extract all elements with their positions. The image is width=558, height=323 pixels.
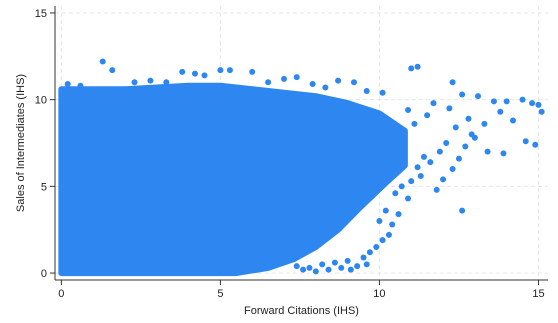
- scatter-point-68: [497, 108, 504, 115]
- scatter-point-50: [325, 266, 332, 273]
- scatter-point-67: [484, 148, 491, 155]
- data-points: [58, 58, 545, 277]
- scatter-point-33: [420, 153, 427, 160]
- scatter-point-17: [490, 98, 497, 105]
- scatter-point-58: [392, 190, 399, 197]
- dense-point-cloud: [58, 82, 408, 277]
- scatter-point-73: [424, 112, 431, 119]
- scatter-point-85: [379, 89, 386, 96]
- y-axis-title: Sales of Intermediates (IHS): [15, 74, 27, 212]
- y-tick-label-3: 15: [35, 8, 47, 20]
- scatter-point-46: [347, 266, 354, 273]
- scatter-point-25: [481, 120, 488, 127]
- scatter-point-1: [109, 67, 116, 74]
- scatter-point-22: [538, 108, 545, 115]
- scatter-point-13: [414, 63, 421, 70]
- scatter-point-35: [408, 178, 415, 185]
- scatter-point-63: [443, 140, 450, 146]
- scatter-point-55: [293, 263, 300, 270]
- scatter-point-77: [77, 82, 84, 89]
- scatter-point-59: [398, 183, 405, 190]
- scatter-point-4: [201, 72, 208, 79]
- x-tick-label-2: 10: [373, 288, 385, 300]
- scatter-point-66: [471, 134, 478, 141]
- scatter-point-18: [503, 98, 510, 105]
- scatter-point-81: [265, 79, 272, 86]
- scatter-point-28: [455, 155, 462, 162]
- scatter-point-10: [335, 77, 342, 84]
- scatter-point-8: [281, 75, 288, 82]
- x-axis-title: Forward Citations (IHS): [244, 305, 359, 317]
- y-tick-label-0: 0: [41, 268, 47, 280]
- scatter-point-23: [532, 141, 539, 148]
- scatter-point-38: [389, 221, 396, 228]
- scatter-point-69: [510, 117, 517, 124]
- x-tick-label-3: 15: [532, 288, 544, 300]
- scatter-point-44: [363, 261, 370, 268]
- scatter-point-19: [519, 96, 526, 103]
- scatter-point-53: [306, 264, 313, 271]
- y-tick-label-2: 10: [35, 95, 47, 107]
- scatter-point-41: [373, 244, 380, 251]
- y-tick-label-1: 5: [41, 181, 47, 193]
- scatter-point-48: [338, 264, 345, 271]
- scatter-point-82: [309, 81, 316, 88]
- x-tick-label-1: 5: [217, 288, 223, 300]
- scatter-point-61: [427, 159, 434, 166]
- scatter-point-7: [249, 68, 256, 75]
- scatter-point-47: [344, 257, 351, 264]
- scatter-point-24: [522, 138, 529, 145]
- scatter-point-14: [449, 79, 456, 86]
- scatter-point-32: [459, 207, 466, 214]
- scatter-point-43: [360, 254, 367, 261]
- x-tick-label-0: 0: [58, 288, 64, 300]
- scatter-point-84: [363, 87, 370, 94]
- scatter-point-57: [382, 207, 389, 214]
- scatter-point-54: [300, 266, 307, 273]
- scatter-point-71: [446, 105, 453, 112]
- scatter-point-12: [408, 65, 415, 72]
- scatter-point-11: [350, 79, 357, 86]
- scatter-point-56: [376, 218, 383, 225]
- scatter-point-79: [147, 77, 154, 84]
- scatter-point-30: [440, 176, 447, 183]
- scatter-point-36: [405, 195, 412, 202]
- scatter-point-5: [217, 67, 224, 74]
- scatter-point-78: [131, 79, 138, 86]
- scatter-point-83: [322, 84, 329, 91]
- scatter-point-20: [529, 100, 536, 107]
- scatter-point-39: [385, 231, 392, 238]
- scatter-point-51: [319, 261, 326, 268]
- scatter-point-6: [226, 67, 233, 74]
- scatter-point-49: [331, 259, 338, 266]
- scatter-point-70: [500, 150, 507, 157]
- scatter-point-62: [436, 148, 443, 155]
- scatter-point-72: [430, 100, 437, 107]
- scatter-point-15: [459, 91, 466, 98]
- scatter-point-34: [414, 164, 421, 171]
- scatter-point-0: [99, 58, 106, 65]
- scatter-point-21: [535, 101, 542, 108]
- scatter-point-80: [163, 79, 170, 86]
- scatter-point-60: [417, 172, 424, 179]
- scatter-point-37: [395, 211, 402, 218]
- scatter-point-16: [475, 93, 482, 100]
- scatter-point-29: [449, 166, 456, 173]
- scatter-point-40: [379, 237, 386, 244]
- scatter-point-52: [312, 268, 319, 275]
- scatter-point-27: [462, 143, 469, 150]
- scatter-point-75: [405, 107, 412, 114]
- axis-ticks: 0 5 10 15 0 5 10 15: [35, 8, 545, 300]
- scatter-point-45: [354, 263, 361, 270]
- scatter-point-31: [433, 186, 440, 193]
- scatter-point-65: [465, 115, 472, 122]
- scatter-point-76: [64, 81, 71, 88]
- scatter-point-74: [411, 120, 418, 127]
- scatter-point-3: [191, 70, 198, 77]
- scatter-point-2: [179, 68, 186, 75]
- scatter-point-9: [293, 74, 300, 81]
- scatter-point-42: [366, 249, 373, 256]
- scatter-point-64: [452, 124, 459, 131]
